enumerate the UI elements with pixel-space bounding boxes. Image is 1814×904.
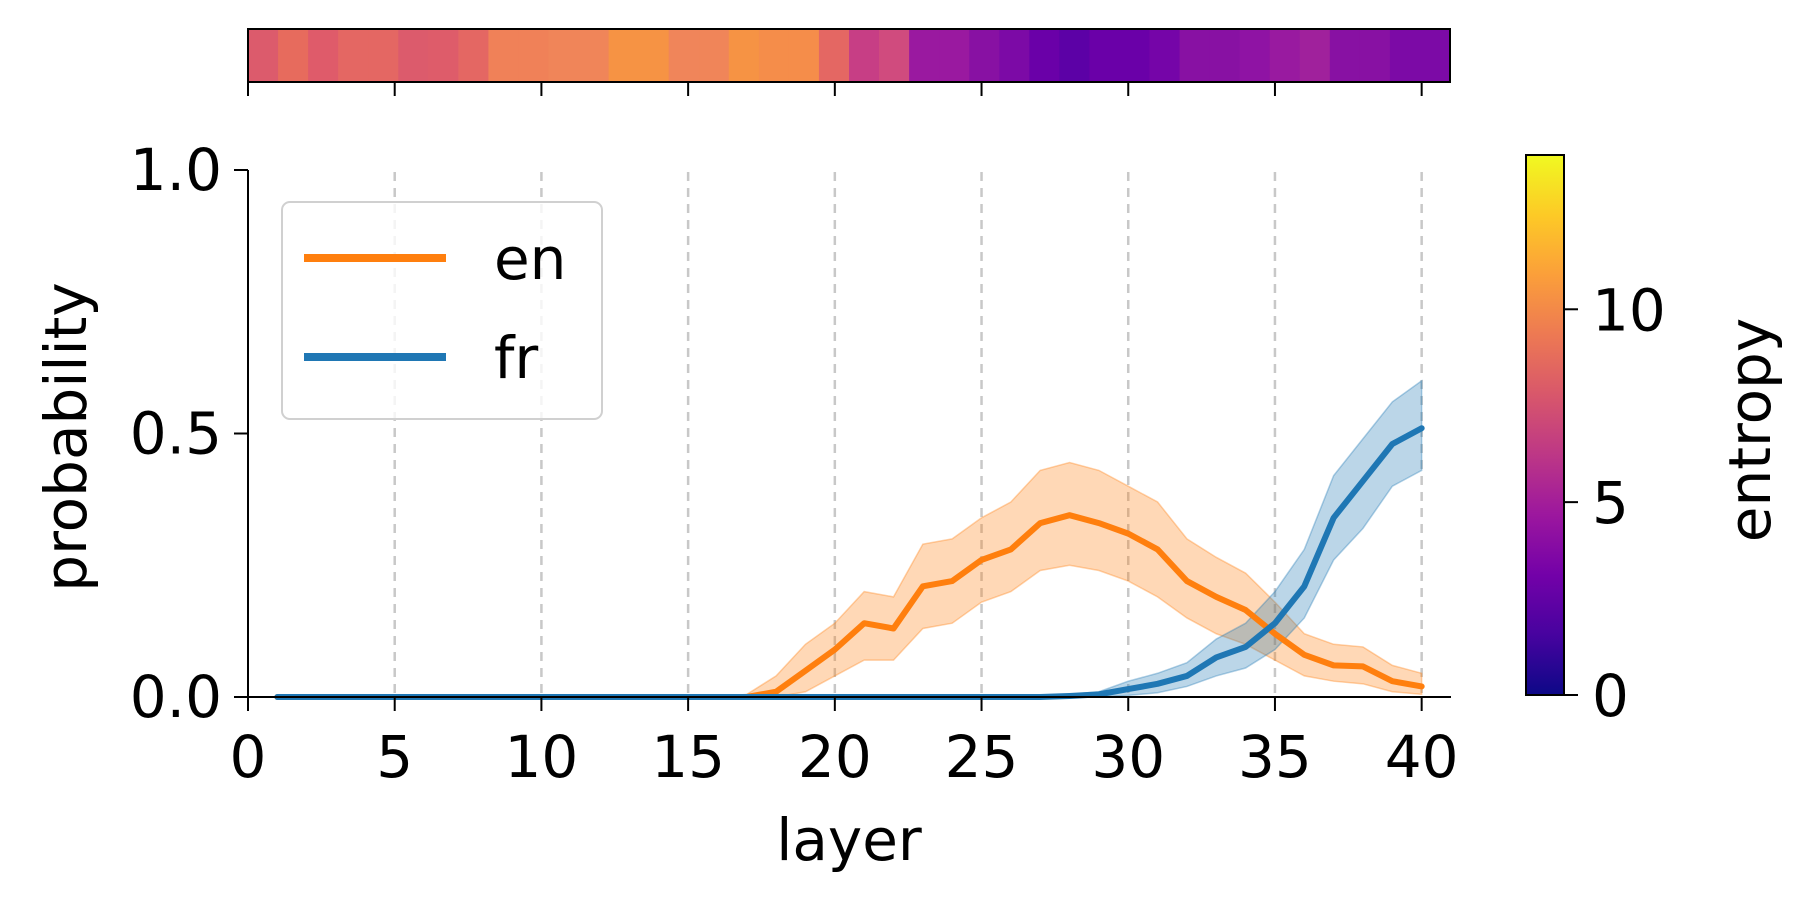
entropy-cell bbox=[879, 29, 910, 82]
x-tick-label: 40 bbox=[1385, 723, 1459, 791]
entropy-cell bbox=[638, 29, 670, 82]
entropy-cell bbox=[248, 29, 279, 82]
y-tick-label: 0.5 bbox=[130, 400, 222, 468]
entropy-cell bbox=[1029, 29, 1060, 82]
entropy-cell bbox=[278, 29, 309, 82]
entropy-cell bbox=[698, 29, 730, 82]
entropy-cell bbox=[788, 29, 820, 82]
entropy-cell bbox=[1179, 29, 1211, 82]
entropy-cell bbox=[939, 29, 970, 82]
entropy-cell bbox=[1059, 29, 1090, 82]
entropy-cell bbox=[849, 29, 880, 82]
entropy-cell bbox=[578, 29, 610, 82]
colorbar-label: entropy bbox=[1716, 318, 1784, 542]
confidence-bands bbox=[277, 379, 1423, 698]
gridlines bbox=[393, 172, 1423, 697]
colorbar-tick-label: 10 bbox=[1592, 276, 1666, 344]
x-ticks: 0 5 10 15 20 25 30 35 40 bbox=[230, 697, 1459, 791]
entropy-cell bbox=[758, 29, 790, 82]
colorbar-tick-label: 0 bbox=[1592, 662, 1629, 730]
entropy-cell bbox=[1089, 29, 1121, 82]
entropy-cell bbox=[909, 29, 940, 82]
x-tick-label: 20 bbox=[798, 723, 872, 791]
entropy-cell bbox=[1329, 29, 1361, 82]
y-tick-label: 0.0 bbox=[130, 663, 222, 731]
entropy-strip-ticks bbox=[247, 82, 1423, 96]
entropy-cell bbox=[1389, 29, 1421, 82]
y-tick-label: 1.0 bbox=[130, 136, 222, 204]
colorbar bbox=[1525, 154, 1565, 696]
entropy-cell bbox=[969, 29, 1000, 82]
legend: en fr bbox=[281, 201, 603, 420]
entropy-cell bbox=[608, 29, 640, 82]
entropy-cell bbox=[518, 29, 550, 82]
colorbar-ticks: 0 5 10 bbox=[1564, 276, 1666, 730]
entropy-cell bbox=[818, 29, 850, 82]
x-axis-label: layer bbox=[776, 806, 922, 874]
entropy-cell bbox=[458, 29, 489, 82]
entropy-cell bbox=[398, 29, 429, 82]
entropy-strip-frame bbox=[247, 28, 1451, 83]
x-tick-label: 5 bbox=[376, 723, 413, 791]
entropy-cell bbox=[338, 29, 369, 82]
y-axis-label: probability bbox=[32, 282, 100, 591]
entropy-cell bbox=[999, 29, 1030, 82]
entropy-cell bbox=[1419, 29, 1451, 82]
entropy-cell bbox=[1209, 29, 1241, 82]
entropy-cell bbox=[428, 29, 459, 82]
entropy-cell bbox=[1119, 29, 1151, 82]
entropy-cell bbox=[548, 29, 580, 82]
colorbar-tick-label: 5 bbox=[1592, 469, 1629, 537]
entropy-cell bbox=[1269, 29, 1301, 82]
entropy-cell bbox=[668, 29, 700, 82]
entropy-cell bbox=[368, 29, 399, 82]
entropy-cell bbox=[1359, 29, 1391, 82]
entropy-cell bbox=[488, 29, 520, 82]
x-tick-label: 35 bbox=[1238, 723, 1312, 791]
x-tick-label: 30 bbox=[1091, 723, 1165, 791]
entropy-strip bbox=[248, 29, 1451, 82]
entropy-cell bbox=[1239, 29, 1271, 82]
x-tick-label: 15 bbox=[651, 723, 725, 791]
x-tick-label: 25 bbox=[945, 723, 1019, 791]
entropy-cell bbox=[728, 29, 760, 82]
entropy-cell bbox=[1299, 29, 1331, 82]
x-tick-label: 10 bbox=[505, 723, 579, 791]
entropy-cell bbox=[1149, 29, 1181, 82]
x-tick-label: 0 bbox=[230, 723, 267, 791]
legend-label-fr: fr bbox=[494, 324, 538, 392]
entropy-cell bbox=[308, 29, 339, 82]
y-ticks: 0.0 0.5 1.0 bbox=[130, 136, 248, 731]
legend-label-en: en bbox=[494, 225, 566, 293]
